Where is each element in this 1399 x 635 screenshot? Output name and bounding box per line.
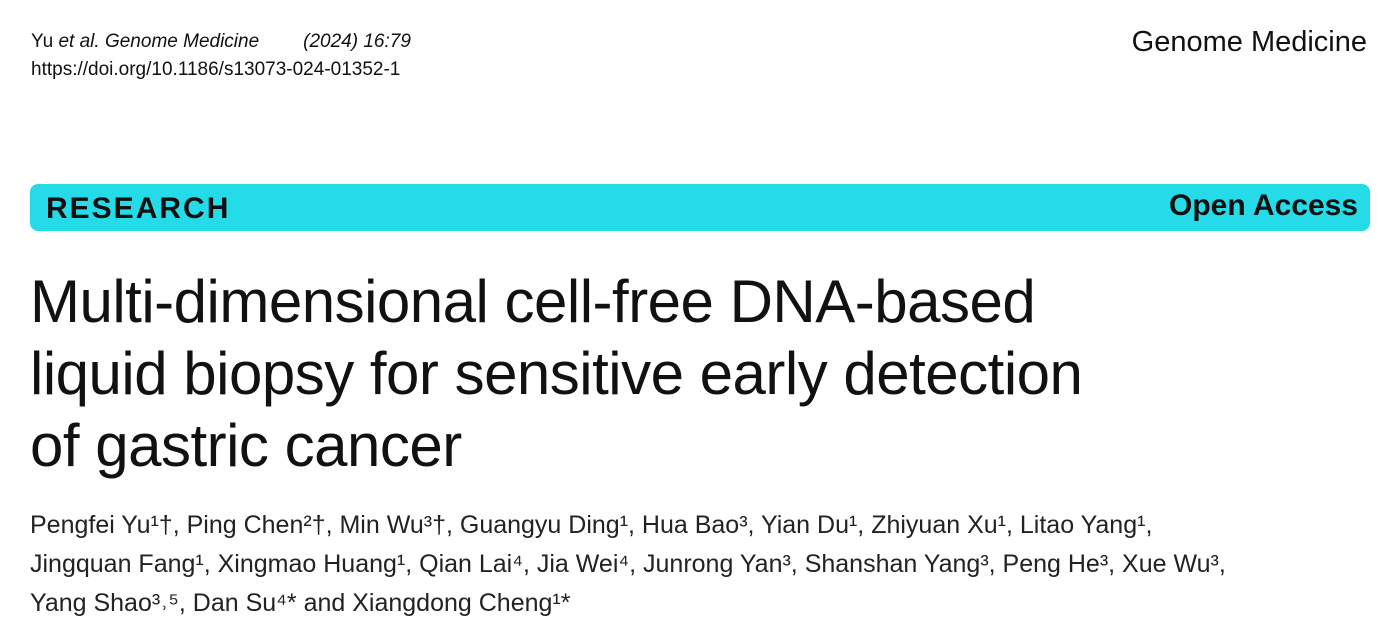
journal-name: Genome Medicine <box>1131 26 1367 58</box>
article-type-banner: RESEARCH Open Access <box>30 184 1370 231</box>
author-list: Pengfei Yu¹†, Ping Chen²†, Min Wu³†, Gua… <box>30 506 1370 623</box>
citation-block: Yu et al. Genome Medicine (2024) 16:79 ht… <box>31 28 411 84</box>
title-line: liquid biopsy for sensitive early detect… <box>30 340 1083 407</box>
title-line: of gastric cancer <box>30 412 462 479</box>
title-line: Multi-dimensional cell-free DNA-based <box>30 268 1036 335</box>
citation-authors: Yu <box>31 31 59 52</box>
author-line: Yang Shao³˒⁵, Dan Su⁴* and Xiangdong Che… <box>30 589 571 617</box>
author-line: Pengfei Yu¹†, Ping Chen²†, Min Wu³†, Gua… <box>30 511 1153 539</box>
citation-journal: Genome Medicine <box>99 31 260 52</box>
article-type-label: RESEARCH <box>46 192 231 225</box>
author-line: Jingquan Fang¹, Xingmao Huang¹, Qian Lai… <box>30 550 1226 578</box>
doi-link[interactable]: https://doi.org/10.1186/s13073-024-01352… <box>31 59 401 80</box>
article-title: Multi-dimensional cell-free DNA-based li… <box>30 266 1370 482</box>
citation-line: Yu et al. Genome Medicine (2024) 16:79 <box>31 28 411 56</box>
open-access-label: Open Access <box>1169 189 1358 222</box>
citation-etal: et al. <box>58 31 100 52</box>
citation-year: (2024) 16:79 <box>303 31 411 52</box>
